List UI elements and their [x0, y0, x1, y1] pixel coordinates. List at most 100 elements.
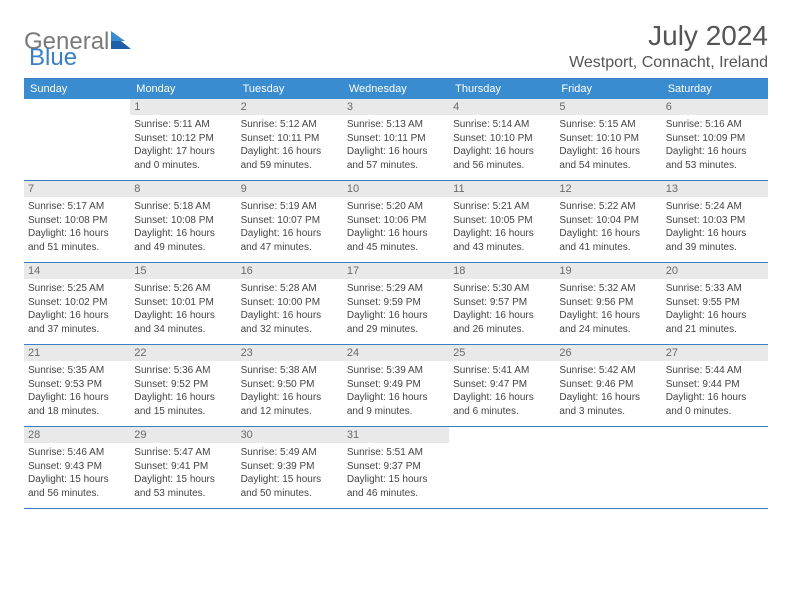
- calendar-cell: 26Sunrise: 5:42 AMSunset: 9:46 PMDayligh…: [555, 345, 661, 427]
- calendar-cell: 21Sunrise: 5:35 AMSunset: 9:53 PMDayligh…: [24, 345, 130, 427]
- day-number: 28: [24, 427, 130, 443]
- day-details: Sunrise: 5:33 AMSunset: 9:55 PMDaylight:…: [662, 279, 768, 342]
- calendar-cell: 8Sunrise: 5:18 AMSunset: 10:08 PMDayligh…: [130, 181, 236, 263]
- title-block: July 2024 Westport, Connacht, Ireland: [569, 20, 768, 72]
- calendar-cell: 14Sunrise: 5:25 AMSunset: 10:02 PMDaylig…: [24, 263, 130, 345]
- day-number: 3: [343, 99, 449, 115]
- day-number: 27: [662, 345, 768, 361]
- day-details: Sunrise: 5:11 AMSunset: 10:12 PMDaylight…: [130, 115, 236, 178]
- header: General July 2024 Westport, Connacht, Ir…: [24, 20, 768, 72]
- day-details: Sunrise: 5:17 AMSunset: 10:08 PMDaylight…: [24, 197, 130, 260]
- day-number: 20: [662, 263, 768, 279]
- day-number: 7: [24, 181, 130, 197]
- day-details: Sunrise: 5:47 AMSunset: 9:41 PMDaylight:…: [130, 443, 236, 506]
- calendar-cell: 29Sunrise: 5:47 AMSunset: 9:41 PMDayligh…: [130, 427, 236, 509]
- calendar-cell: 27Sunrise: 5:44 AMSunset: 9:44 PMDayligh…: [662, 345, 768, 427]
- calendar-cell: 2Sunrise: 5:12 AMSunset: 10:11 PMDayligh…: [237, 99, 343, 181]
- day-header: Wednesday: [343, 79, 449, 99]
- calendar-cell: [24, 99, 130, 181]
- day-details: Sunrise: 5:49 AMSunset: 9:39 PMDaylight:…: [237, 443, 343, 506]
- day-number: 12: [555, 181, 661, 197]
- calendar-cell: 20Sunrise: 5:33 AMSunset: 9:55 PMDayligh…: [662, 263, 768, 345]
- day-number: 23: [237, 345, 343, 361]
- calendar-cell: 1Sunrise: 5:11 AMSunset: 10:12 PMDayligh…: [130, 99, 236, 181]
- day-number: 4: [449, 99, 555, 115]
- calendar-grid: SundayMondayTuesdayWednesdayThursdayFrid…: [24, 78, 768, 509]
- day-header: Sunday: [24, 79, 130, 99]
- day-number: 26: [555, 345, 661, 361]
- calendar-cell: 18Sunrise: 5:30 AMSunset: 9:57 PMDayligh…: [449, 263, 555, 345]
- calendar-cell: 28Sunrise: 5:46 AMSunset: 9:43 PMDayligh…: [24, 427, 130, 509]
- day-number: 18: [449, 263, 555, 279]
- day-details: Sunrise: 5:19 AMSunset: 10:07 PMDaylight…: [237, 197, 343, 260]
- calendar-cell: 19Sunrise: 5:32 AMSunset: 9:56 PMDayligh…: [555, 263, 661, 345]
- day-details: Sunrise: 5:28 AMSunset: 10:00 PMDaylight…: [237, 279, 343, 342]
- day-number: 5: [555, 99, 661, 115]
- day-details: Sunrise: 5:18 AMSunset: 10:08 PMDaylight…: [130, 197, 236, 260]
- calendar-cell: 11Sunrise: 5:21 AMSunset: 10:05 PMDaylig…: [449, 181, 555, 263]
- day-details: Sunrise: 5:30 AMSunset: 9:57 PMDaylight:…: [449, 279, 555, 342]
- day-details: Sunrise: 5:41 AMSunset: 9:47 PMDaylight:…: [449, 361, 555, 424]
- calendar-cell: 7Sunrise: 5:17 AMSunset: 10:08 PMDayligh…: [24, 181, 130, 263]
- day-number: 6: [662, 99, 768, 115]
- day-details: Sunrise: 5:13 AMSunset: 10:11 PMDaylight…: [343, 115, 449, 178]
- day-details: Sunrise: 5:39 AMSunset: 9:49 PMDaylight:…: [343, 361, 449, 424]
- day-header: Tuesday: [237, 79, 343, 99]
- calendar-cell: 24Sunrise: 5:39 AMSunset: 9:49 PMDayligh…: [343, 345, 449, 427]
- day-number: 31: [343, 427, 449, 443]
- day-header: Thursday: [449, 79, 555, 99]
- day-details: Sunrise: 5:14 AMSunset: 10:10 PMDaylight…: [449, 115, 555, 178]
- day-number: 9: [237, 181, 343, 197]
- day-details: Sunrise: 5:51 AMSunset: 9:37 PMDaylight:…: [343, 443, 449, 506]
- day-details: Sunrise: 5:46 AMSunset: 9:43 PMDaylight:…: [24, 443, 130, 506]
- day-details: Sunrise: 5:44 AMSunset: 9:44 PMDaylight:…: [662, 361, 768, 424]
- day-number: 10: [343, 181, 449, 197]
- day-number: 29: [130, 427, 236, 443]
- day-details: Sunrise: 5:12 AMSunset: 10:11 PMDaylight…: [237, 115, 343, 178]
- day-number: 21: [24, 345, 130, 361]
- day-details: Sunrise: 5:29 AMSunset: 9:59 PMDaylight:…: [343, 279, 449, 342]
- calendar-cell: [555, 427, 661, 509]
- calendar-cell: 4Sunrise: 5:14 AMSunset: 10:10 PMDayligh…: [449, 99, 555, 181]
- day-number: 14: [24, 263, 130, 279]
- calendar-cell: 16Sunrise: 5:28 AMSunset: 10:00 PMDaylig…: [237, 263, 343, 345]
- day-details: Sunrise: 5:35 AMSunset: 9:53 PMDaylight:…: [24, 361, 130, 424]
- day-details: Sunrise: 5:36 AMSunset: 9:52 PMDaylight:…: [130, 361, 236, 424]
- calendar-cell: 23Sunrise: 5:38 AMSunset: 9:50 PMDayligh…: [237, 345, 343, 427]
- calendar-cell: 9Sunrise: 5:19 AMSunset: 10:07 PMDayligh…: [237, 181, 343, 263]
- day-number: 22: [130, 345, 236, 361]
- day-number: 17: [343, 263, 449, 279]
- calendar-cell: 17Sunrise: 5:29 AMSunset: 9:59 PMDayligh…: [343, 263, 449, 345]
- day-details: Sunrise: 5:42 AMSunset: 9:46 PMDaylight:…: [555, 361, 661, 424]
- calendar-cell: 15Sunrise: 5:26 AMSunset: 10:01 PMDaylig…: [130, 263, 236, 345]
- day-number: 11: [449, 181, 555, 197]
- day-number: 16: [237, 263, 343, 279]
- day-number: 8: [130, 181, 236, 197]
- day-number: 25: [449, 345, 555, 361]
- calendar-cell: 5Sunrise: 5:15 AMSunset: 10:10 PMDayligh…: [555, 99, 661, 181]
- calendar-cell: 13Sunrise: 5:24 AMSunset: 10:03 PMDaylig…: [662, 181, 768, 263]
- day-number: 15: [130, 263, 236, 279]
- day-details: Sunrise: 5:26 AMSunset: 10:01 PMDaylight…: [130, 279, 236, 342]
- day-details: Sunrise: 5:32 AMSunset: 9:56 PMDaylight:…: [555, 279, 661, 342]
- day-details: Sunrise: 5:24 AMSunset: 10:03 PMDaylight…: [662, 197, 768, 260]
- day-number: 19: [555, 263, 661, 279]
- day-header: Monday: [130, 79, 236, 99]
- flag-icon: [111, 31, 133, 54]
- day-number: 30: [237, 427, 343, 443]
- day-details: Sunrise: 5:15 AMSunset: 10:10 PMDaylight…: [555, 115, 661, 178]
- day-details: Sunrise: 5:16 AMSunset: 10:09 PMDaylight…: [662, 115, 768, 178]
- day-details: Sunrise: 5:21 AMSunset: 10:05 PMDaylight…: [449, 197, 555, 260]
- day-details: Sunrise: 5:25 AMSunset: 10:02 PMDaylight…: [24, 279, 130, 342]
- location-text: Westport, Connacht, Ireland: [569, 54, 768, 72]
- calendar-cell: 12Sunrise: 5:22 AMSunset: 10:04 PMDaylig…: [555, 181, 661, 263]
- day-details: Sunrise: 5:22 AMSunset: 10:04 PMDaylight…: [555, 197, 661, 260]
- calendar-cell: 6Sunrise: 5:16 AMSunset: 10:09 PMDayligh…: [662, 99, 768, 181]
- day-number: 24: [343, 345, 449, 361]
- calendar-cell: [662, 427, 768, 509]
- day-number: 1: [130, 99, 236, 115]
- calendar-cell: 10Sunrise: 5:20 AMSunset: 10:06 PMDaylig…: [343, 181, 449, 263]
- page-title: July 2024: [569, 20, 768, 52]
- day-number: 2: [237, 99, 343, 115]
- calendar-cell: 31Sunrise: 5:51 AMSunset: 9:37 PMDayligh…: [343, 427, 449, 509]
